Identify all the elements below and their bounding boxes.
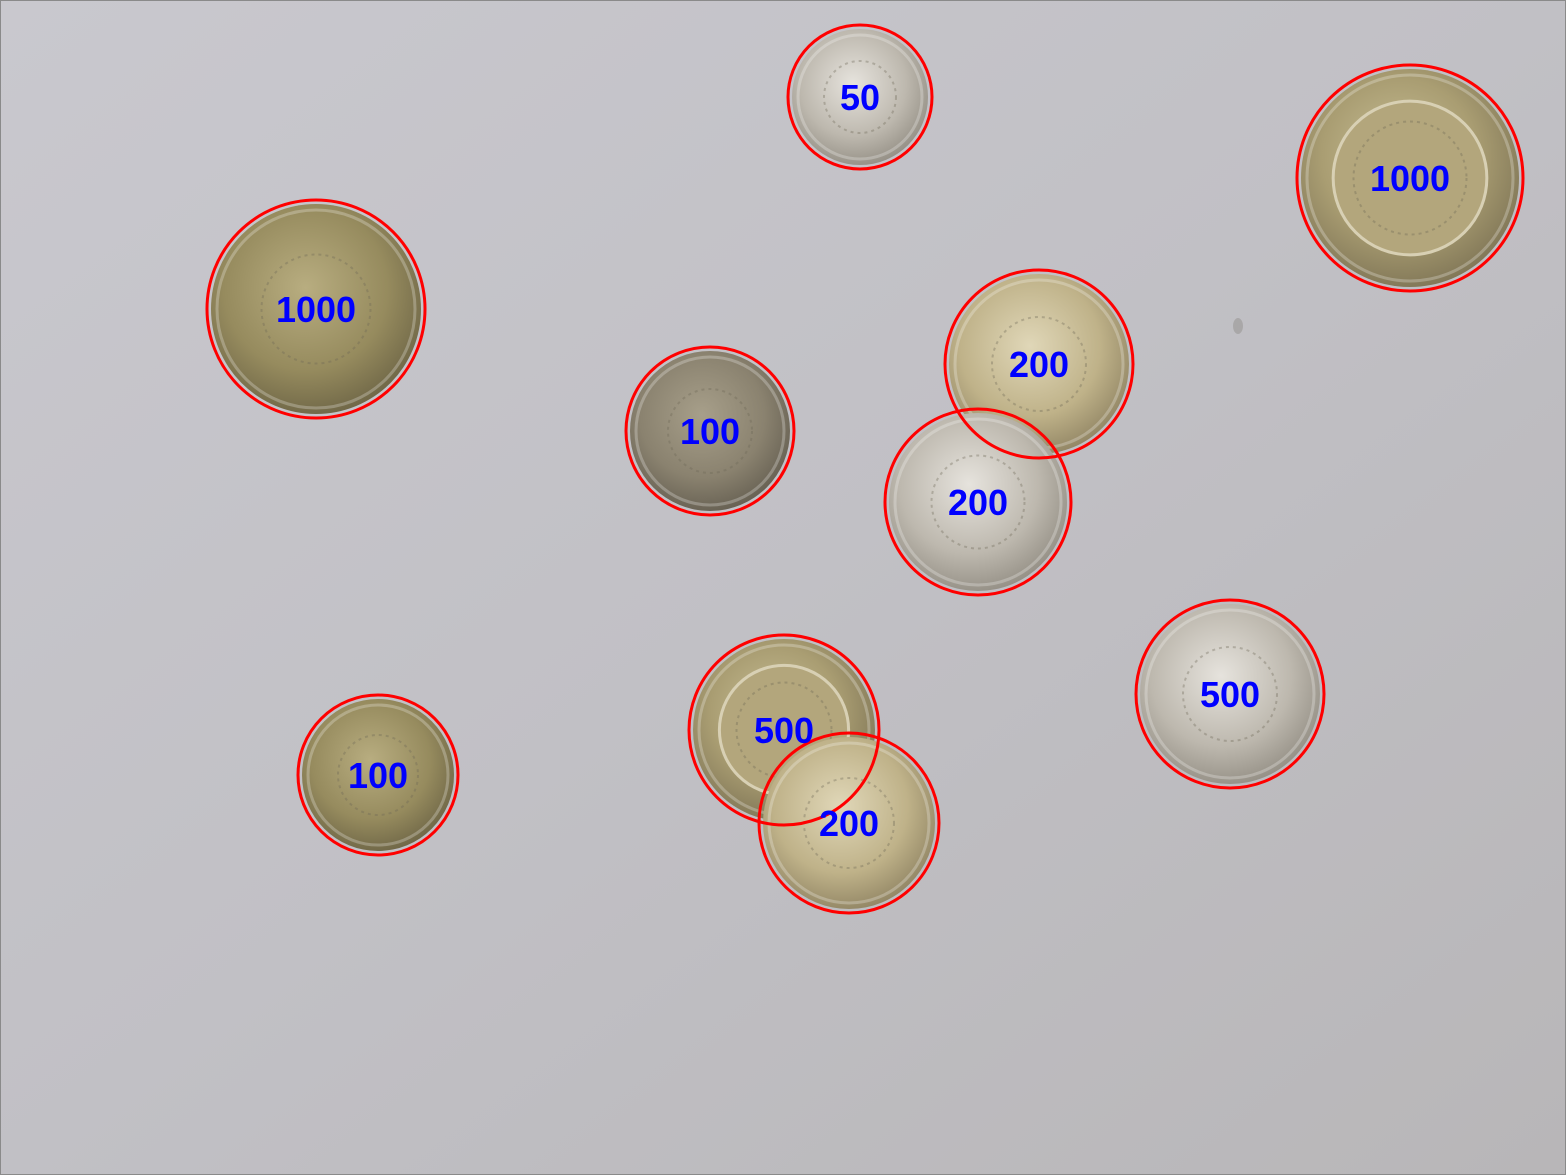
detection-circle (687, 633, 881, 827)
coin-value-label: 50 (840, 77, 880, 118)
coin-center (1331, 99, 1489, 257)
detection-circle (624, 345, 796, 517)
detection-circle (883, 407, 1073, 597)
coin-3 (211, 204, 421, 414)
coin-9 (302, 699, 454, 851)
coin-relief (667, 388, 753, 474)
coin-face (211, 204, 421, 414)
coin-face (763, 737, 935, 909)
coin-value-label: 500 (1200, 674, 1260, 715)
coin-rim (215, 208, 417, 410)
coin-relief (823, 60, 897, 134)
detection-circle (786, 23, 934, 171)
coin-rim (1305, 73, 1515, 283)
detection-circle (1295, 63, 1525, 293)
coin-value-label: 100 (348, 755, 408, 796)
coins-layer: 50 1000 1000 200 100 200 500 500 100 200 (205, 23, 1525, 915)
coin-rim (306, 703, 450, 847)
detection-circle (1134, 598, 1326, 790)
coin-value-label: 1000 (1370, 158, 1450, 199)
detection-circle (296, 693, 460, 857)
coin-relief (337, 734, 419, 816)
coin-rim (893, 417, 1063, 587)
coin-rim (634, 355, 786, 507)
coin-relief (1182, 646, 1278, 742)
coin-rim (1144, 608, 1316, 780)
coin-value-label: 200 (1009, 344, 1069, 385)
coin-2 (1301, 69, 1519, 287)
coin-value-label: 500 (754, 710, 814, 751)
coin-face (1140, 604, 1320, 784)
coin-rim (796, 33, 924, 161)
coin-relief (991, 316, 1087, 412)
coin-1 (792, 29, 928, 165)
coin-face (792, 29, 928, 165)
coin-face (630, 351, 790, 511)
coin-face (302, 699, 454, 851)
coin-relief (1352, 120, 1468, 236)
coin-value-label: 200 (819, 803, 879, 844)
coin-relief (260, 253, 372, 365)
detection-circle (943, 268, 1135, 460)
coin-relief (930, 454, 1026, 550)
coin-5 (630, 351, 790, 511)
coin-value-label: 1000 (276, 289, 356, 330)
coin-relief (735, 681, 833, 779)
coin-value-label: 200 (948, 482, 1008, 523)
coin-8 (1140, 604, 1320, 784)
coin-value-label: 100 (680, 411, 740, 452)
detection-circle (757, 731, 941, 915)
surface-speck (1233, 318, 1243, 334)
detection-circle (205, 198, 427, 420)
